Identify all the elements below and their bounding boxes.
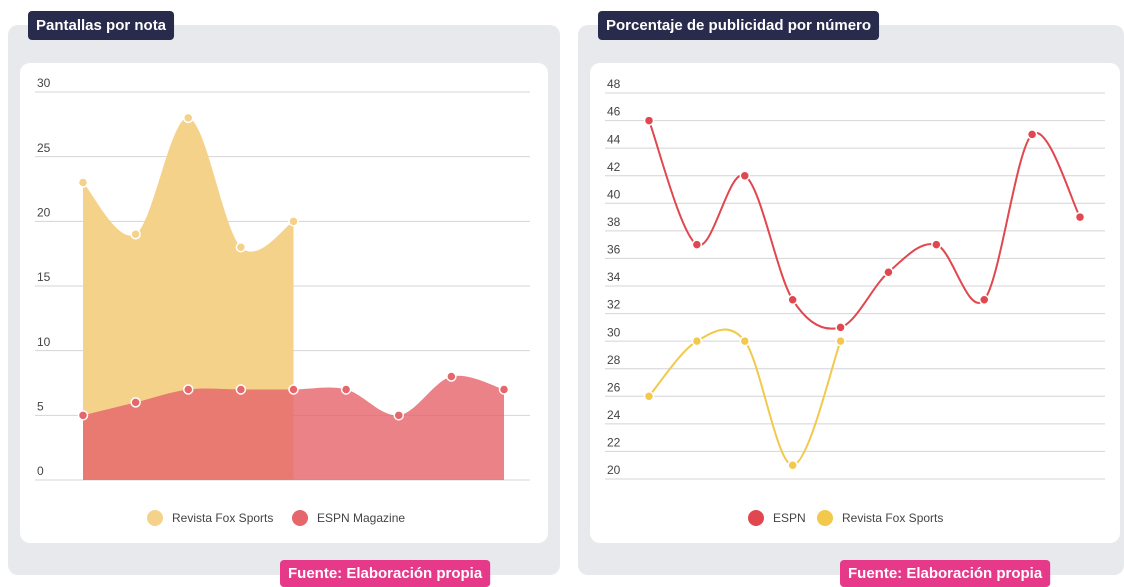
legend-label: ESPN Magazine: [317, 511, 405, 525]
point: [183, 112, 194, 124]
point: [446, 371, 457, 382]
point: [393, 410, 404, 421]
y-tick-label: 5: [37, 400, 44, 414]
point: [130, 229, 141, 240]
y-tick-label: 30: [37, 76, 51, 90]
point: [883, 266, 894, 278]
point: [288, 384, 299, 395]
y-tick-label: 25: [37, 141, 51, 155]
point: [235, 384, 247, 395]
y-tick-label: 32: [607, 298, 621, 312]
title-badge: [598, 11, 880, 40]
y-tick-label: 20: [607, 463, 621, 477]
point: [835, 322, 846, 333]
y-tick-label: 34: [607, 270, 621, 284]
source: Fuente: Elaboración propia: [848, 565, 1043, 582]
y-tick-label: 15: [37, 270, 51, 284]
y-tick-label: 36: [607, 243, 621, 257]
point: [1074, 211, 1086, 223]
y-tick-label: 26: [607, 380, 621, 394]
y-tick-label: 10: [37, 335, 51, 349]
legend-label: Revista Fox Sports: [172, 511, 273, 525]
point: [931, 239, 942, 250]
point: [739, 335, 751, 347]
point: [340, 384, 352, 395]
title-badge: [28, 11, 175, 40]
point: [787, 294, 798, 306]
point: [77, 177, 89, 188]
y-tick-label: 24: [607, 408, 621, 422]
source: Fuente: Elaboración propia: [288, 565, 483, 582]
point: [183, 384, 194, 395]
y-tick-label: 40: [607, 187, 621, 201]
y-tick-label: 28: [607, 353, 621, 367]
line: [648, 120, 1081, 330]
card: [590, 63, 1120, 543]
point: [288, 216, 299, 227]
chart-title: Porcentaje de publicidad por número: [606, 17, 871, 34]
y-tick-label: 38: [607, 215, 621, 229]
y-tick-label: 30: [607, 325, 621, 339]
point: [835, 335, 846, 347]
y-tick-label: 0: [37, 464, 44, 478]
legend-swatch: [147, 510, 163, 526]
legend-swatch: [292, 510, 308, 526]
point: [787, 459, 798, 471]
chart-title: Pantallas por nota: [36, 17, 167, 34]
point: [691, 239, 703, 250]
point: [739, 170, 751, 181]
legend-swatch: [748, 510, 764, 526]
point: [1026, 129, 1038, 140]
area: [83, 375, 504, 480]
point: [643, 391, 655, 402]
source-badge: [840, 560, 1051, 587]
point: [978, 294, 990, 306]
y-tick-label: 44: [607, 132, 621, 146]
y-tick-label: 20: [37, 206, 51, 220]
y-tick-label: 22: [607, 436, 621, 450]
point: [691, 335, 703, 347]
point: [643, 115, 655, 126]
point: [235, 241, 247, 253]
line: [648, 328, 842, 467]
point: [130, 397, 141, 408]
y-tick-label: 46: [607, 105, 621, 119]
legend-swatch: [817, 510, 833, 526]
source-badge: [280, 560, 491, 587]
legend-label: ESPN: [773, 511, 806, 525]
legend-label: Revista Fox Sports: [842, 511, 943, 525]
y-tick-label: 48: [607, 77, 621, 91]
point: [77, 410, 89, 421]
point: [498, 384, 510, 395]
y-tick-label: 42: [607, 160, 621, 174]
